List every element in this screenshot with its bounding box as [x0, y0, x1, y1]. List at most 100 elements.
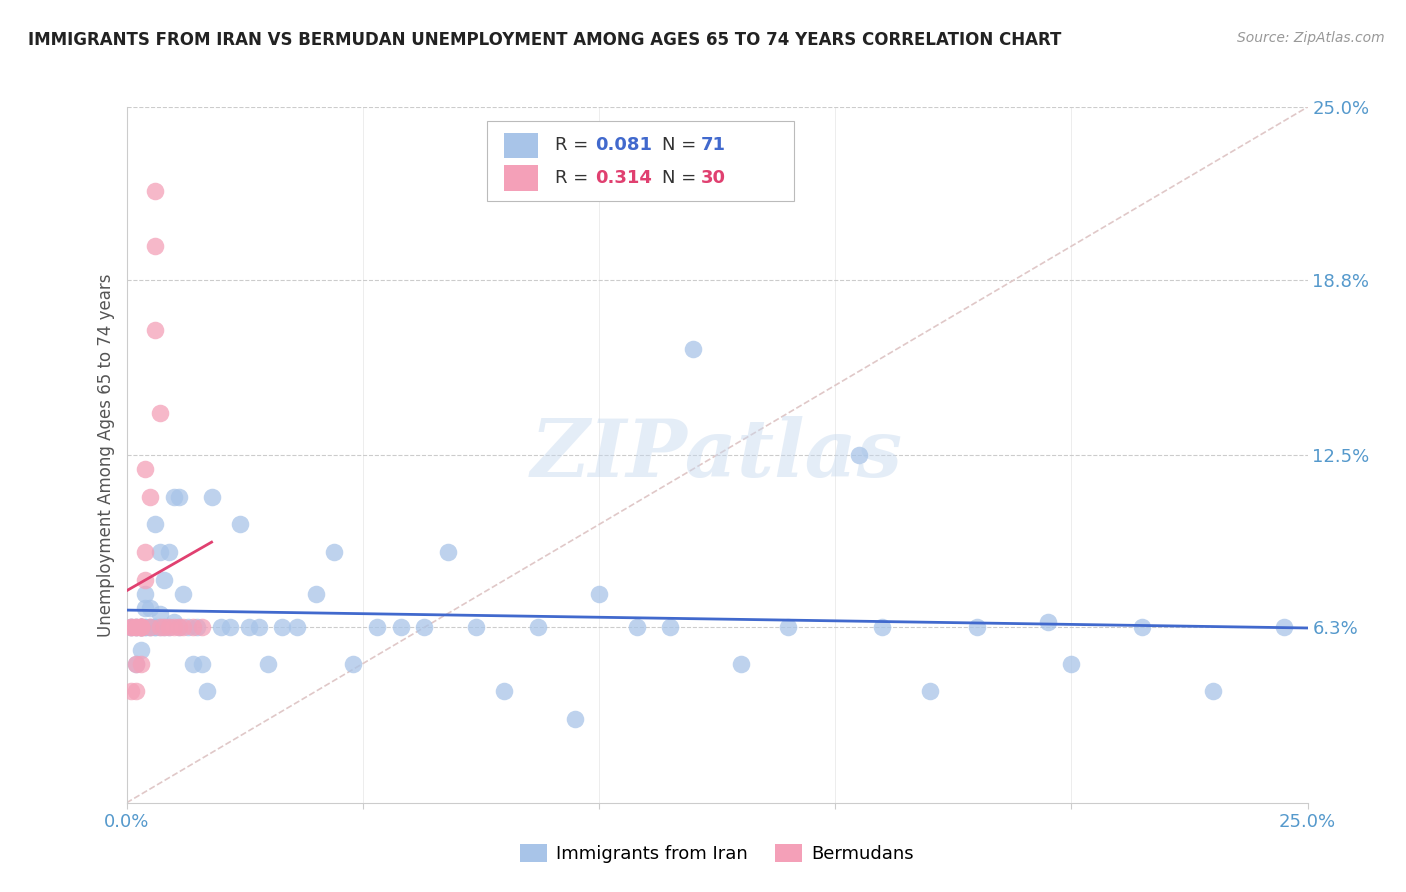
Point: [389, 620, 412, 634]
Point: [730, 657, 752, 671]
Point: [125, 684, 148, 698]
Point: [129, 642, 152, 657]
Point: [229, 517, 252, 532]
Point: [626, 620, 648, 634]
Point: [129, 620, 152, 634]
Text: ZIPatlas: ZIPatlas: [531, 417, 903, 493]
Point: [125, 657, 148, 671]
Point: [966, 620, 988, 634]
Point: [129, 620, 152, 634]
Point: [872, 620, 894, 634]
Point: [271, 620, 294, 634]
Point: [157, 620, 180, 634]
Text: IMMIGRANTS FROM IRAN VS BERMUDAN UNEMPLOYMENT AMONG AGES 65 TO 74 YEARS CORRELAT: IMMIGRANTS FROM IRAN VS BERMUDAN UNEMPLO…: [28, 31, 1062, 49]
Point: [157, 620, 180, 634]
Point: [149, 620, 172, 634]
Point: [172, 620, 194, 634]
Point: [149, 607, 172, 621]
Point: [143, 239, 166, 253]
Point: [143, 184, 166, 198]
Point: [247, 620, 270, 634]
Text: N =: N =: [662, 136, 702, 154]
FancyBboxPatch shape: [486, 121, 794, 201]
Text: 71: 71: [700, 136, 725, 154]
Point: [238, 620, 260, 634]
Point: [129, 620, 152, 634]
Text: 30: 30: [700, 169, 725, 187]
Point: [163, 620, 186, 634]
Point: [134, 573, 156, 587]
Point: [465, 620, 488, 634]
Point: [134, 545, 156, 559]
Y-axis label: Unemployment Among Ages 65 to 74 years: Unemployment Among Ages 65 to 74 years: [97, 273, 115, 637]
Point: [200, 490, 222, 504]
Point: [139, 490, 162, 504]
Point: [134, 462, 156, 476]
Text: R =: R =: [555, 136, 595, 154]
Point: [125, 657, 148, 671]
Point: [143, 517, 166, 532]
Point: [163, 615, 186, 629]
Point: [125, 620, 148, 634]
Point: [120, 620, 142, 634]
Point: [588, 587, 610, 601]
Text: 0.081: 0.081: [595, 136, 652, 154]
Point: [163, 490, 186, 504]
Point: [157, 545, 180, 559]
Point: [1272, 620, 1295, 634]
Point: [125, 620, 148, 634]
Point: [177, 620, 200, 634]
Point: [139, 620, 162, 634]
Point: [167, 620, 190, 634]
Point: [413, 620, 436, 634]
Text: Source: ZipAtlas.com: Source: ZipAtlas.com: [1237, 31, 1385, 45]
Point: [139, 620, 162, 634]
Point: [181, 657, 204, 671]
Point: [153, 620, 176, 634]
Point: [564, 712, 586, 726]
Text: N =: N =: [662, 169, 702, 187]
Point: [125, 620, 148, 634]
Point: [209, 620, 232, 634]
Point: [120, 620, 142, 634]
Point: [195, 684, 218, 698]
Point: [167, 490, 190, 504]
Point: [153, 620, 176, 634]
Point: [129, 657, 152, 671]
Text: 0.314: 0.314: [595, 169, 652, 187]
Point: [366, 620, 388, 634]
Point: [139, 620, 162, 634]
Point: [285, 620, 308, 634]
Point: [191, 620, 214, 634]
Point: [304, 587, 326, 601]
Point: [682, 342, 704, 356]
Point: [1202, 684, 1225, 698]
Point: [120, 620, 142, 634]
Point: [129, 620, 152, 634]
Point: [129, 620, 152, 634]
FancyBboxPatch shape: [505, 133, 537, 158]
Point: [167, 620, 190, 634]
Point: [134, 587, 156, 601]
Point: [143, 620, 166, 634]
Point: [186, 620, 208, 634]
Point: [342, 657, 364, 671]
Point: [257, 657, 280, 671]
Point: [191, 657, 214, 671]
Point: [1060, 657, 1083, 671]
Point: [848, 448, 870, 462]
Point: [149, 620, 172, 634]
Point: [1130, 620, 1153, 634]
Point: [134, 620, 156, 634]
FancyBboxPatch shape: [505, 165, 537, 191]
Point: [1036, 615, 1059, 629]
Point: [143, 620, 166, 634]
Point: [143, 323, 166, 337]
Point: [134, 601, 156, 615]
Point: [129, 620, 152, 634]
Point: [494, 684, 516, 698]
Point: [134, 620, 156, 634]
Point: [776, 620, 799, 634]
Text: R =: R =: [555, 169, 595, 187]
Point: [129, 620, 152, 634]
